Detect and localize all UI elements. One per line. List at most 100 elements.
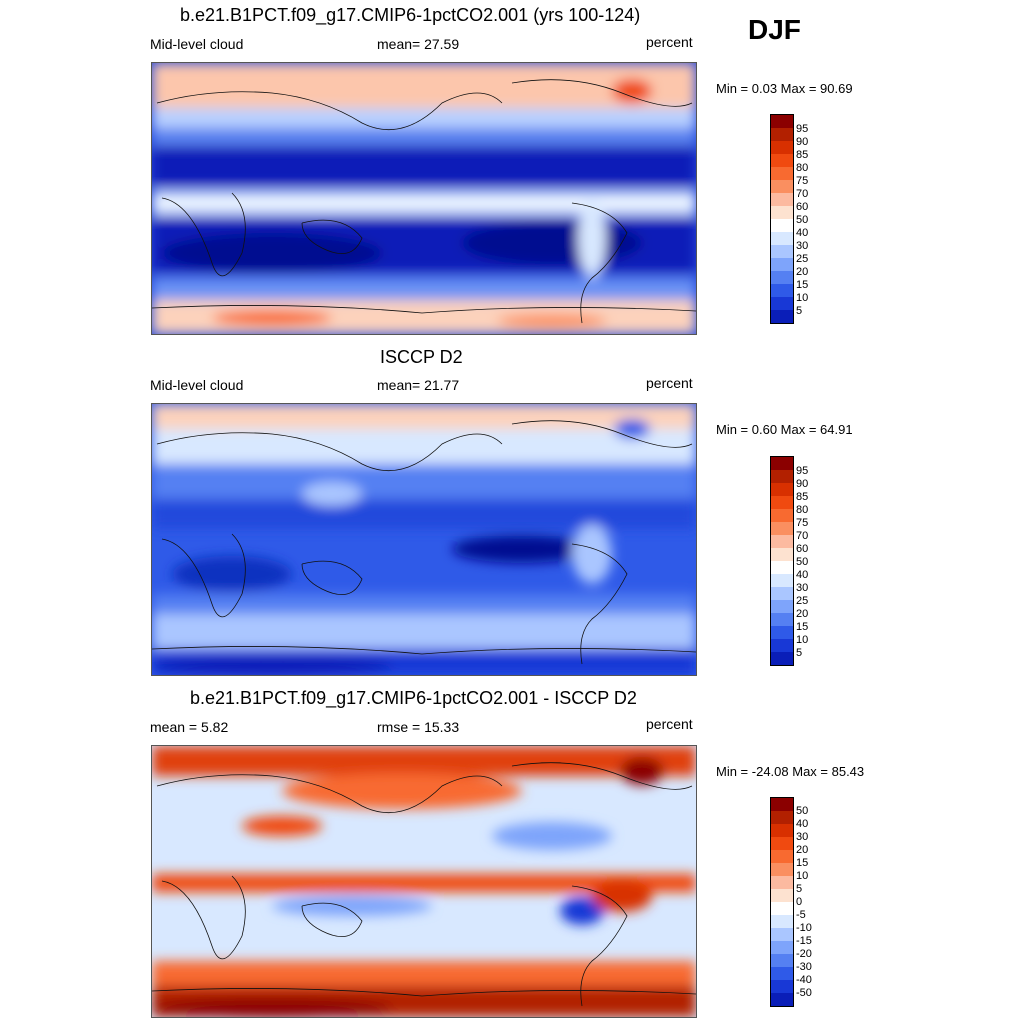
colorbar-tick-label: -40 [796, 974, 812, 986]
colorbar-swatch [771, 310, 793, 323]
colorbar-tick-label: 40 [796, 818, 809, 830]
colorbar-swatch [771, 954, 793, 967]
colorbar-tick-label: 95 [796, 123, 809, 135]
panel2-minmax: Min = 0.60 Max = 64.91 [716, 422, 853, 437]
colorbar-tick-label: 30 [796, 582, 809, 594]
panel1-map [151, 62, 697, 335]
colorbar-tick-label: 95 [796, 465, 809, 477]
panel1-title: b.e21.B1PCT.f09_g17.CMIP6-1pctCO2.001 (y… [180, 5, 641, 25]
colorbar-swatch [771, 271, 793, 284]
colorbar-swatch [771, 258, 793, 271]
colorbar-swatch [771, 798, 793, 811]
panel1-mean-label: mean= 27.59 [377, 36, 460, 52]
colorbar-tick-label: 10 [796, 634, 809, 646]
colorbar-swatch [771, 509, 793, 522]
colorbar-tick-label: 20 [796, 608, 809, 620]
colorbar-swatch [771, 496, 793, 509]
colorbar-tick-label: 10 [796, 292, 809, 304]
colorbar-swatch [771, 206, 793, 219]
colorbar-tick-label: -50 [796, 987, 812, 999]
colorbar-tick-label: 70 [796, 188, 809, 200]
colorbar-swatch [771, 993, 793, 1006]
colorbar-tick-label: 80 [796, 504, 809, 516]
colorbar-swatch [771, 967, 793, 980]
colorbar-swatch [771, 297, 793, 310]
panel2-units-label: percent [646, 375, 693, 391]
colorbar-tick-label: -10 [796, 922, 812, 934]
colorbar-swatch [771, 587, 793, 600]
colorbar-tick-label: -20 [796, 948, 812, 960]
colorbar-tick-label: 15 [796, 857, 809, 869]
colorbar-tick-label: 50 [796, 805, 809, 817]
colorbar-swatch [771, 167, 793, 180]
colorbar-swatch [771, 889, 793, 902]
colorbar-tick-label: 75 [796, 175, 809, 187]
colorbar-swatch [771, 141, 793, 154]
colorbar-swatch [771, 876, 793, 889]
panel3-title: b.e21.B1PCT.f09_g17.CMIP6-1pctCO2.001 - … [190, 688, 637, 708]
colorbar-tick-label: 5 [796, 883, 803, 895]
colorbar-tick-label: 10 [796, 870, 809, 882]
panel3-colorbar [770, 797, 794, 1007]
colorbar-tick-label: 90 [796, 136, 809, 148]
colorbar-tick-label: 0 [796, 896, 803, 908]
season-label: DJF [748, 14, 801, 45]
colorbar-tick-label: 20 [796, 844, 809, 856]
colorbar-swatch [771, 915, 793, 928]
panel2-map [151, 403, 697, 676]
colorbar-swatch [771, 811, 793, 824]
colorbar-tick-label: -5 [796, 909, 806, 921]
colorbar-swatch [771, 535, 793, 548]
colorbar-tick-label: 90 [796, 478, 809, 490]
colorbar-tick-label: 50 [796, 556, 809, 568]
colorbar-swatch [771, 232, 793, 245]
panel2-colorbar [770, 456, 794, 666]
panel1-colorbar [770, 114, 794, 324]
colorbar-swatch [771, 180, 793, 193]
colorbar-swatch [771, 115, 793, 128]
colorbar-swatch [771, 639, 793, 652]
colorbar-swatch [771, 928, 793, 941]
colorbar-swatch [771, 548, 793, 561]
colorbar-swatch [771, 941, 793, 954]
colorbar-swatch [771, 626, 793, 639]
colorbar-tick-label: 85 [796, 491, 809, 503]
colorbar-tick-label: 40 [796, 569, 809, 581]
colorbar-tick-label: 20 [796, 266, 809, 278]
colorbar-swatch [771, 574, 793, 587]
colorbar-tick-label: 15 [796, 621, 809, 633]
panel2-left-label: Mid-level cloud [150, 377, 244, 393]
colorbar-swatch [771, 522, 793, 535]
colorbar-swatch [771, 837, 793, 850]
panel3-mean-label: mean = 5.82 [150, 719, 229, 735]
colorbar-swatch [771, 219, 793, 232]
colorbar-swatch [771, 902, 793, 915]
colorbar-tick-label: 50 [796, 214, 809, 226]
colorbar-swatch [771, 245, 793, 258]
panel3-minmax: Min = -24.08 Max = 85.43 [716, 764, 865, 779]
panel1-left-label: Mid-level cloud [150, 36, 244, 52]
colorbar-tick-label: 40 [796, 227, 809, 239]
colorbar-swatch [771, 824, 793, 837]
colorbar-swatch [771, 980, 793, 993]
colorbar-tick-label: 80 [796, 162, 809, 174]
colorbar-swatch [771, 457, 793, 470]
panel3-map [151, 745, 697, 1018]
colorbar-swatch [771, 863, 793, 876]
colorbar-tick-label: 25 [796, 253, 809, 265]
colorbar-swatch [771, 613, 793, 626]
colorbar-tick-label: 60 [796, 543, 809, 555]
colorbar-swatch [771, 128, 793, 141]
colorbar-swatch [771, 284, 793, 297]
colorbar-tick-label: 70 [796, 530, 809, 542]
colorbar-tick-label: 30 [796, 831, 809, 843]
panel1-minmax: Min = 0.03 Max = 90.69 [716, 81, 853, 96]
colorbar-tick-label: 30 [796, 240, 809, 252]
colorbar-swatch [771, 154, 793, 167]
colorbar-swatch [771, 483, 793, 496]
colorbar-swatch [771, 850, 793, 863]
colorbar-tick-label: 85 [796, 149, 809, 161]
colorbar-swatch [771, 193, 793, 206]
colorbar-tick-label: 25 [796, 595, 809, 607]
panel2-mean-label: mean= 21.77 [377, 377, 460, 393]
